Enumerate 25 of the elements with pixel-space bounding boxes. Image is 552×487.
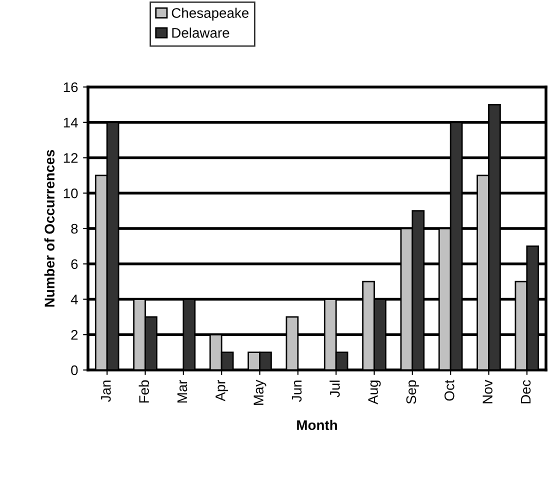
x-tick-label: Sep [406, 380, 419, 404]
y-tick-label: 14 [64, 118, 78, 128]
x-tick-label: Apr [216, 380, 228, 402]
x-tick-label: Feb [138, 380, 149, 403]
x-axis-title: Month [297, 420, 337, 430]
y-tick-label: 0 [71, 365, 78, 376]
x-tick-label: Jul [330, 380, 340, 398]
x-tick-label: Nov [482, 380, 492, 404]
y-axis-title: Number of Occurrences [44, 150, 55, 307]
y-tick-label: 2 [71, 330, 78, 340]
x-tick-label: Aug [368, 380, 381, 404]
y-tick-label: 6 [71, 259, 78, 270]
legend-label: Chesapeake [172, 8, 249, 21]
x-tick-label: Oct [444, 380, 454, 401]
x-tick-label: Jun [292, 380, 302, 402]
y-tick-label: 10 [64, 188, 78, 198]
y-tick-label: 12 [64, 153, 78, 163]
y-tick-label: 16 [64, 82, 78, 92]
x-tick-label: Mar [177, 380, 188, 402]
y-tick-label: 8 [71, 224, 78, 234]
x-tick-label: Jan [101, 380, 111, 402]
x-tick-label: Dec [520, 380, 531, 404]
y-tick-label: 4 [70, 294, 78, 304]
x-tick-label: May [254, 380, 266, 405]
legend-label: Delaware [172, 28, 230, 38]
